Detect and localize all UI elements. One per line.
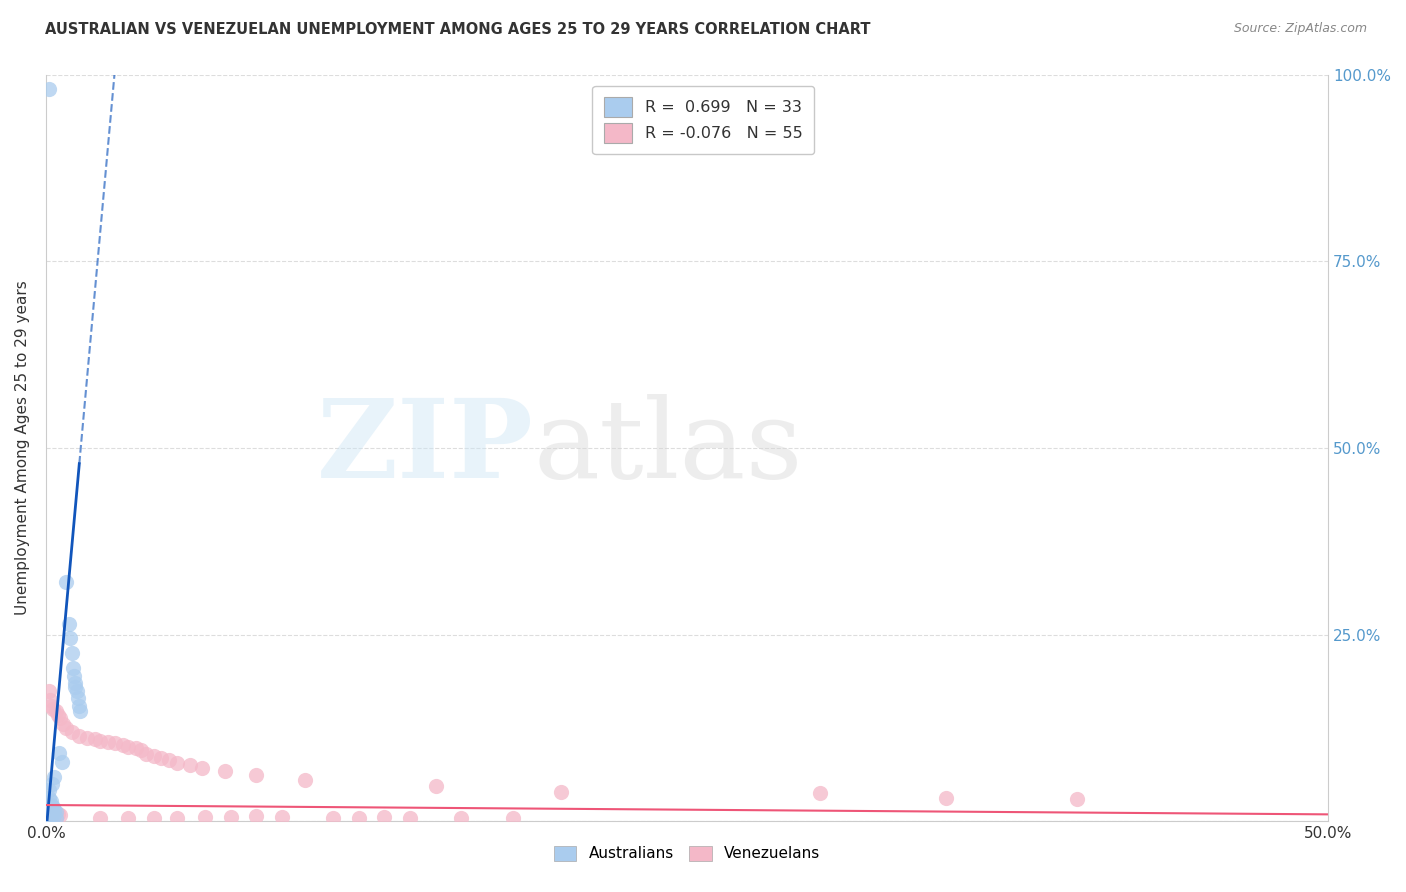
Point	[65, 680, 87, 694]
Point	[49, 808, 72, 822]
Legend: R =  0.699   N = 33, R = -0.076   N = 55: R = 0.699 N = 33, R = -0.076 N = 55	[592, 87, 814, 154]
Point	[142, 748, 165, 763]
Point	[425, 779, 447, 793]
Text: AUSTRALIAN VS VENEZUELAN UNEMPLOYMENT AMONG AGES 25 TO 29 YEARS CORRELATION CHAR: AUSTRALIAN VS VENEZUELAN UNEMPLOYMENT AM…	[45, 22, 870, 37]
Point	[129, 743, 152, 757]
Point	[66, 683, 89, 698]
Point	[55, 575, 77, 590]
Point	[51, 755, 73, 769]
Point	[39, 698, 62, 713]
Point	[38, 683, 60, 698]
Point	[83, 732, 105, 747]
Text: Source: ZipAtlas.com: Source: ZipAtlas.com	[1233, 22, 1367, 36]
Point	[63, 669, 86, 683]
Point	[322, 811, 344, 825]
Point	[157, 753, 180, 767]
Point	[38, 800, 60, 814]
Point	[45, 704, 67, 718]
Point	[89, 733, 111, 747]
Point	[69, 704, 91, 718]
Point	[117, 739, 139, 754]
Point	[38, 693, 60, 707]
Point	[39, 808, 62, 822]
Point	[39, 793, 62, 807]
Point	[214, 764, 236, 778]
Point	[935, 790, 957, 805]
Point	[45, 811, 67, 825]
Point	[808, 786, 831, 800]
Point	[42, 799, 65, 814]
Point	[104, 736, 127, 750]
Point	[49, 711, 72, 725]
Point	[191, 761, 214, 775]
Point	[38, 812, 60, 826]
Point	[44, 770, 66, 784]
Point	[347, 812, 370, 826]
Point	[38, 810, 60, 824]
Point	[111, 739, 134, 753]
Point	[42, 803, 65, 817]
Point	[67, 698, 90, 713]
Point	[46, 807, 69, 822]
Point	[38, 783, 60, 797]
Text: ZIP: ZIP	[316, 394, 533, 501]
Point	[52, 717, 75, 731]
Point	[245, 768, 267, 782]
Point	[38, 790, 60, 805]
Point	[65, 676, 87, 690]
Point	[38, 812, 60, 826]
Point	[66, 691, 89, 706]
Point	[117, 811, 139, 825]
Point	[270, 810, 292, 824]
Point	[166, 812, 188, 826]
Point	[58, 616, 80, 631]
Point	[67, 729, 90, 743]
Point	[60, 724, 83, 739]
Point	[1066, 792, 1088, 806]
Point	[150, 751, 173, 765]
Point	[41, 801, 63, 815]
Point	[502, 812, 524, 826]
Point	[373, 810, 395, 824]
Point	[219, 810, 242, 824]
Point	[142, 811, 165, 825]
Point	[245, 809, 267, 823]
Point	[89, 811, 111, 825]
Point	[38, 803, 60, 817]
Point	[450, 812, 472, 826]
Point	[46, 708, 69, 723]
Point	[60, 647, 83, 661]
Point	[179, 758, 201, 772]
Point	[62, 661, 84, 675]
Point	[76, 731, 98, 745]
Point	[44, 804, 66, 818]
Point	[38, 82, 60, 96]
Point	[45, 805, 67, 820]
Point	[135, 747, 157, 762]
Point	[55, 721, 77, 735]
Point	[38, 797, 60, 812]
Point	[96, 735, 118, 749]
Point	[194, 810, 217, 824]
Point	[166, 756, 188, 771]
Point	[59, 632, 82, 646]
Point	[399, 811, 422, 825]
Point	[48, 746, 70, 760]
Y-axis label: Unemployment Among Ages 25 to 29 years: Unemployment Among Ages 25 to 29 years	[15, 281, 30, 615]
Point	[39, 797, 62, 812]
Point	[42, 811, 65, 825]
Point	[550, 784, 572, 798]
Point	[125, 741, 148, 756]
Point	[42, 702, 65, 716]
Text: atlas: atlas	[533, 394, 803, 501]
Point	[41, 777, 63, 791]
Point	[294, 773, 316, 788]
Point	[41, 806, 63, 821]
Point	[38, 807, 60, 822]
